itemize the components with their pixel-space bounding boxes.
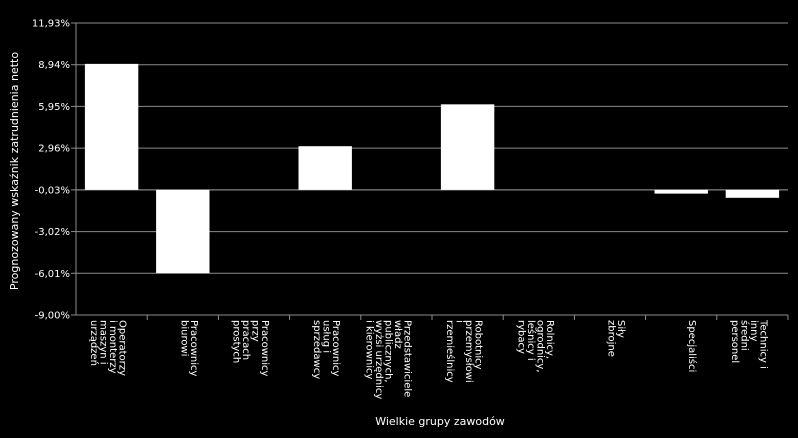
x-tick-label-line: ogrodnicy, xyxy=(534,320,545,373)
x-tick-label-line: Specjaliści xyxy=(686,320,698,372)
x-axis-title: Wielkie grupy zawodów xyxy=(375,415,505,428)
x-tick-label-line: sprzedawcy xyxy=(311,320,322,379)
x-tick-label-line: Operatorzy xyxy=(117,320,128,376)
y-tick-label: 2,96% xyxy=(38,144,70,155)
x-tick-label-line: personel xyxy=(729,320,740,363)
x-tick-label: Specjaliści xyxy=(686,320,698,372)
x-tick-label-line: publicznych, xyxy=(382,320,393,383)
x-tick-label-line: pracach xyxy=(240,320,251,360)
x-tick-label-line: Przedstawiciele xyxy=(401,320,412,397)
x-tick-label-line: i xyxy=(454,320,465,323)
y-tick-label: -0,03% xyxy=(35,185,70,196)
y-tick-label: 11,93% xyxy=(32,19,70,30)
x-tick-label-line: rzemieślnicy xyxy=(444,320,456,383)
bar xyxy=(156,189,210,274)
x-tick-label-line: Pracownicy xyxy=(259,320,270,377)
y-tick-label: -9,00% xyxy=(35,311,70,322)
x-tick-label-line: Siły xyxy=(615,320,626,338)
x-tick-label-line: leśnicy i xyxy=(525,320,537,361)
x-tick-label-line: i kierownicy xyxy=(363,320,374,379)
bar xyxy=(84,63,139,190)
bar xyxy=(725,189,780,198)
x-tick-label-line: Pracownicy xyxy=(188,320,199,377)
x-tick-label-line: Pracownicy xyxy=(330,320,341,377)
x-tick-label-line: prostych xyxy=(231,320,242,363)
x-tick-label-line: urządzeń xyxy=(88,320,100,366)
x-tick-label-line: średni xyxy=(738,320,750,351)
x-tick-label-line: Robotnicy xyxy=(473,320,484,370)
bar xyxy=(654,189,708,194)
y-tick-labels: 11,93% 8,94% 5,95% 2,96% -0,03% -3,02% -6,01% -… xyxy=(32,19,70,322)
x-tick-label-line: rybacy xyxy=(515,320,526,354)
bar xyxy=(298,146,352,190)
bar xyxy=(440,104,495,190)
x-tick-label-line: maszyn i xyxy=(98,320,109,365)
x-tick-label-line: usług i xyxy=(321,320,332,353)
x-tick-label-line: zbrojne xyxy=(606,320,617,357)
y-tick-label: -6,01% xyxy=(35,269,70,280)
grid-lines xyxy=(71,22,789,320)
x-tick-label-line: inny xyxy=(748,320,759,341)
x-tick-label-line: władz xyxy=(392,320,403,349)
x-tick-label-line: wyżsi urzędnicy xyxy=(373,320,384,399)
x-tick-label-line: Rolnicy, xyxy=(544,320,555,359)
y-axis-title: Prognozowany wskaźnik zatrudnienia netto xyxy=(8,52,21,290)
bars xyxy=(84,63,780,274)
x-tick-label-line: przemysłowi xyxy=(463,320,474,383)
x-tick-label-line: i monterzy xyxy=(107,320,118,374)
x-tick-label-line: Technicy i xyxy=(757,319,768,369)
y-tick-label: -3,02% xyxy=(35,227,70,238)
y-tick-label: 8,94% xyxy=(38,60,70,71)
y-tick-label: 5,95% xyxy=(38,102,70,113)
x-tick-label-line: biurowi xyxy=(178,320,189,356)
x-tick-label-line: przy xyxy=(250,320,261,342)
